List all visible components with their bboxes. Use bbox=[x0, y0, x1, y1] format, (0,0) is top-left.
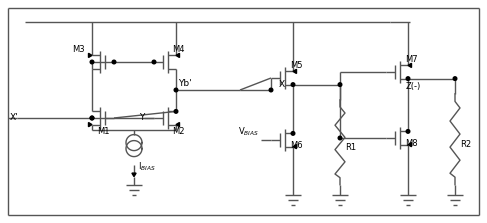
Text: X: X bbox=[279, 80, 285, 89]
Text: M2: M2 bbox=[172, 126, 185, 136]
Polygon shape bbox=[408, 142, 412, 147]
Circle shape bbox=[291, 83, 295, 86]
Circle shape bbox=[174, 88, 178, 92]
Circle shape bbox=[152, 60, 156, 64]
Circle shape bbox=[90, 60, 94, 64]
Text: M5: M5 bbox=[290, 60, 302, 70]
Polygon shape bbox=[176, 122, 180, 127]
Text: Z(-): Z(-) bbox=[406, 82, 421, 91]
Text: R2: R2 bbox=[460, 140, 471, 149]
Text: M1: M1 bbox=[97, 126, 110, 136]
Polygon shape bbox=[176, 53, 180, 58]
Polygon shape bbox=[293, 145, 297, 149]
Polygon shape bbox=[89, 122, 92, 127]
Text: I$_{BIAS}$: I$_{BIAS}$ bbox=[138, 160, 156, 173]
Circle shape bbox=[90, 116, 94, 120]
Circle shape bbox=[90, 116, 94, 120]
Text: V$_{BIAS}$: V$_{BIAS}$ bbox=[238, 126, 259, 138]
Text: Yb': Yb' bbox=[178, 80, 191, 89]
Circle shape bbox=[269, 88, 273, 92]
Text: M7: M7 bbox=[405, 54, 418, 64]
Circle shape bbox=[174, 109, 178, 113]
Circle shape bbox=[291, 132, 295, 135]
Circle shape bbox=[406, 130, 410, 133]
Polygon shape bbox=[293, 69, 297, 74]
Text: M3: M3 bbox=[72, 45, 85, 54]
Text: M4: M4 bbox=[172, 45, 185, 54]
Circle shape bbox=[338, 136, 342, 140]
Circle shape bbox=[338, 83, 342, 86]
Polygon shape bbox=[132, 173, 136, 177]
Text: R1: R1 bbox=[345, 143, 356, 152]
Text: M6: M6 bbox=[290, 140, 302, 149]
Text: X': X' bbox=[10, 114, 19, 122]
Circle shape bbox=[112, 60, 116, 64]
Circle shape bbox=[453, 77, 457, 81]
Polygon shape bbox=[89, 53, 92, 58]
Text: M8: M8 bbox=[405, 138, 418, 147]
Text: Y: Y bbox=[139, 114, 144, 122]
Polygon shape bbox=[408, 63, 412, 68]
Circle shape bbox=[406, 77, 410, 81]
